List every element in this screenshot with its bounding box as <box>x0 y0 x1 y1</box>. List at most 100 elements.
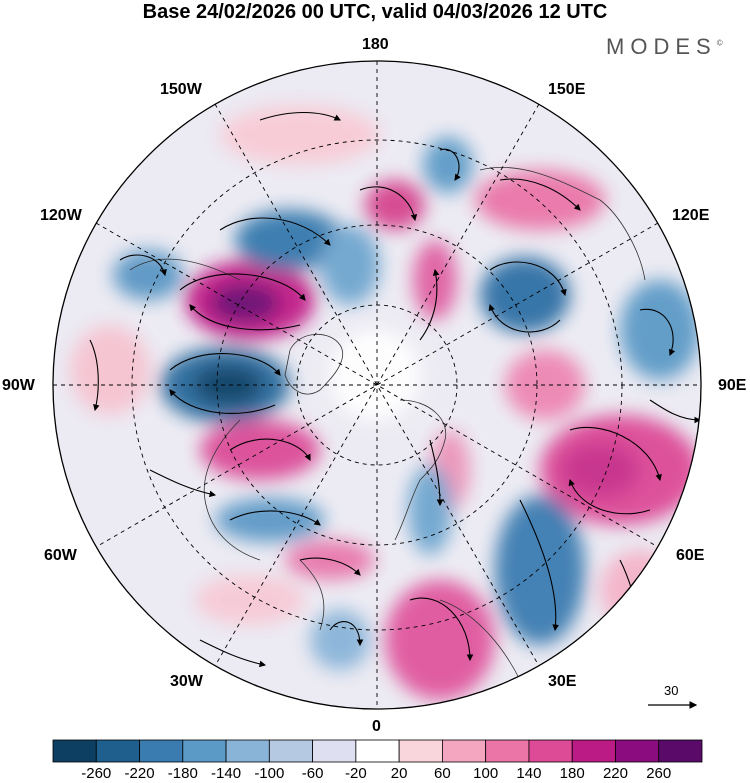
wind-vector <box>89 339 100 412</box>
wind-vector <box>149 469 217 498</box>
wind-vector <box>499 178 581 211</box>
map-title: Base 24/02/2026 00 UTC, valid 04/03/2026… <box>142 1 608 23</box>
anomaly-positive <box>413 240 457 320</box>
map-boundary <box>52 60 702 710</box>
wind-vector <box>569 426 662 482</box>
wind-vector <box>299 557 361 576</box>
wind-vector <box>649 399 701 424</box>
wind-vector <box>119 254 167 277</box>
colorbar-swatch <box>95 739 140 763</box>
wind-vector <box>409 597 474 662</box>
colorbar-tick-label: 60 <box>434 765 451 782</box>
colorbar-swatch <box>355 739 400 763</box>
colorbar-tick-label: 100 <box>473 765 499 782</box>
colorbar-tick-label: -20 <box>345 765 367 782</box>
anomaly-negative <box>215 498 325 542</box>
wind-vector <box>189 304 301 331</box>
colorbar-swatch <box>528 739 573 763</box>
anomaly-positive <box>220 105 380 165</box>
coastlines <box>129 166 646 681</box>
anomaly-negative <box>320 225 380 305</box>
lon-label-30e: 30E <box>548 673 577 690</box>
wind-vector <box>429 439 444 507</box>
lon-label-60e: 60E <box>676 547 705 564</box>
wind-vector <box>259 111 341 121</box>
anomaly-negative <box>620 280 700 380</box>
colorbar-swatch <box>139 739 184 763</box>
wind-vector <box>519 499 559 632</box>
lon-label-180: 180 <box>362 36 389 53</box>
colorbar-swatch <box>441 739 487 763</box>
colorbar-tick-label: -140 <box>211 765 242 782</box>
wind-vector <box>329 621 364 647</box>
anomaly-negative <box>235 210 345 270</box>
anomaly-negative <box>310 610 370 670</box>
wind-vector <box>229 510 321 526</box>
wind-vector <box>219 217 331 246</box>
reference-vector-value: 30 <box>664 683 679 698</box>
colorbar <box>52 739 703 763</box>
anomaly-positive <box>560 442 640 498</box>
anomaly-negative <box>408 465 452 555</box>
colorbar-tick-label: 260 <box>646 765 672 782</box>
colorbar-tick-label: 220 <box>602 765 628 782</box>
colorbar-swatch <box>615 739 660 763</box>
colorbar-tick-label: 180 <box>559 765 585 782</box>
colorbar-tick-label: -260 <box>81 765 112 782</box>
anomaly-positive <box>365 180 425 230</box>
brand-text: MODES <box>606 34 717 59</box>
colorbar-tick-label: 20 <box>390 765 408 782</box>
wind-vector <box>229 438 311 461</box>
wind-vector <box>568 478 651 515</box>
wind-vector <box>169 389 276 414</box>
anomaly-negative <box>423 137 473 193</box>
colorbar-swatch <box>658 739 703 763</box>
copyright-mark: © <box>716 38 723 48</box>
colorbar-swatch <box>485 739 530 763</box>
graticule <box>53 61 701 709</box>
wind-vector <box>439 148 461 181</box>
lon-label-90w: 90W <box>2 377 35 394</box>
anomaly-positive <box>385 580 495 700</box>
anomaly-negative <box>193 365 263 405</box>
wind-vector <box>488 303 561 333</box>
lon-label-120e: 120E <box>672 207 710 224</box>
anomaly-negative <box>495 495 585 645</box>
lon-label-60w: 60W <box>44 547 77 564</box>
wind-vector <box>419 268 440 341</box>
lon-label-120w: 120W <box>40 207 82 224</box>
colorbar-swatch <box>268 739 314 763</box>
anomaly-positive <box>210 283 280 323</box>
lon-label-150e: 150E <box>548 81 586 98</box>
anomaly-positive <box>475 170 605 230</box>
colorbar-swatch <box>225 739 270 763</box>
anomaly-positive <box>195 575 305 625</box>
colorbar-swatch <box>52 739 97 763</box>
anomaly-positive <box>70 325 150 415</box>
colorbar-tick-label: -60 <box>301 765 324 782</box>
colorbar-swatch <box>182 739 227 763</box>
colorbar-swatch <box>312 739 357 763</box>
anomaly-positive <box>600 550 680 630</box>
anomaly-negative <box>113 250 183 300</box>
anomaly-negative <box>480 257 570 333</box>
colorbar-swatch <box>398 739 443 763</box>
wind-vector <box>489 261 567 297</box>
lon-label-150w: 150W <box>160 81 202 98</box>
colorbar-tick-label: -100 <box>254 765 285 782</box>
lon-label-30w: 30W <box>170 673 203 690</box>
wind-vector <box>199 639 267 668</box>
lon-label-0: 0 <box>372 718 381 735</box>
modes-logo: MODES© <box>606 34 723 60</box>
anomaly-field <box>53 61 701 709</box>
wind-streamlines <box>89 111 701 668</box>
polar-cap <box>330 330 420 420</box>
wind-vector <box>359 186 418 222</box>
colorbar-tick-label: -180 <box>167 765 198 782</box>
colorbar-tick-label: -220 <box>124 765 155 782</box>
colorbar-tick-label: 140 <box>516 765 542 782</box>
wind-vector <box>179 273 306 301</box>
lon-label-90e: 90E <box>718 377 747 394</box>
colorbar-swatch <box>571 739 616 763</box>
